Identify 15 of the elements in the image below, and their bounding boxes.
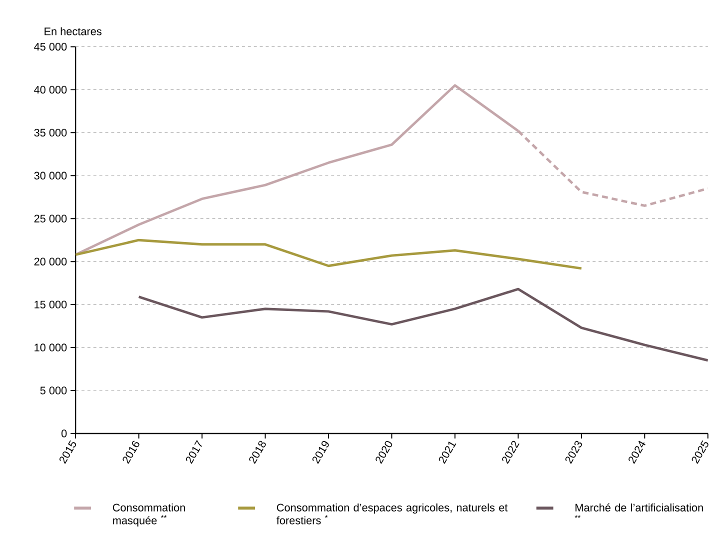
y-tick-label: 45 000 xyxy=(34,42,67,51)
y-tick-label: 20 000 xyxy=(34,258,67,266)
y-axis-title: En hectares xyxy=(44,27,102,36)
y-tick-label: 0 xyxy=(61,430,67,438)
y-tick-label: 15 000 xyxy=(34,300,67,309)
y-tick-label: 5 000 xyxy=(40,386,67,394)
y-tick-label: 40 000 xyxy=(34,86,67,94)
legend-label: Consommation d’espaces agricoles, naturels et forestiers $^{*}$ xyxy=(276,504,508,524)
y-tick-label: 30 000 xyxy=(34,172,67,180)
y-tick-label: 35 000 xyxy=(34,128,67,137)
line-series xyxy=(138,288,708,362)
y-tick-label: 25 000 xyxy=(34,214,67,223)
legend-label: Consommation masquée $^{**}$ xyxy=(112,504,185,527)
y-tick-label: 10 000 xyxy=(34,344,67,352)
line-series xyxy=(76,238,583,270)
